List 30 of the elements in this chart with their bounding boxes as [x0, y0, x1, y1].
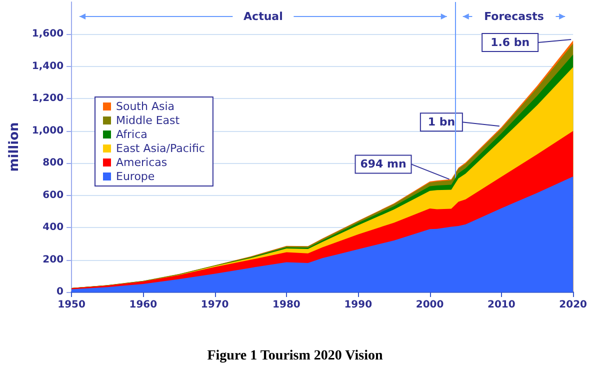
legend-label: Americas [116, 156, 168, 169]
annotation: 1 bn [428, 116, 456, 129]
x-tick-label: 1960 [129, 300, 158, 310]
x-tick-label: 1950 [58, 300, 86, 310]
annotation: 694 mn [360, 158, 406, 171]
y-tick-label: 1,400 [32, 60, 64, 72]
y-tick-label: 400 [42, 222, 64, 234]
y-tick-label: 600 [42, 190, 64, 201]
annotation: Actual [244, 10, 283, 23]
y-tick-label: 1,000 [32, 125, 64, 136]
y-tick-label: 1,600 [32, 28, 64, 40]
y-tick-label: 1,200 [32, 93, 64, 104]
x-tick-label: 2010 [488, 300, 516, 310]
x-tick-label: 1970 [200, 300, 229, 310]
legend-label: East Asia/Pacific [116, 142, 205, 155]
x-tick-label: 2000 [416, 300, 444, 310]
x-tick-label: 1990 [344, 300, 372, 310]
annotation: 1.6 bn [490, 36, 530, 50]
legend-label: Africa [116, 128, 148, 141]
y-tick-label: 0 [56, 286, 64, 298]
legend-label: South Asia [116, 100, 175, 113]
y-axis-title: million [7, 122, 22, 172]
legend-label: Middle East [116, 114, 180, 127]
legend-label: Europe [116, 170, 155, 183]
x-tick-label: 2020 [559, 300, 588, 310]
y-tick-label: 200 [42, 254, 64, 266]
annotation: Forecasts [484, 10, 544, 23]
x-tick-label: 1980 [272, 300, 300, 310]
y-tick-label: 800 [42, 158, 64, 169]
text: Figure 1 Tourism 2020 Vision [207, 348, 383, 364]
